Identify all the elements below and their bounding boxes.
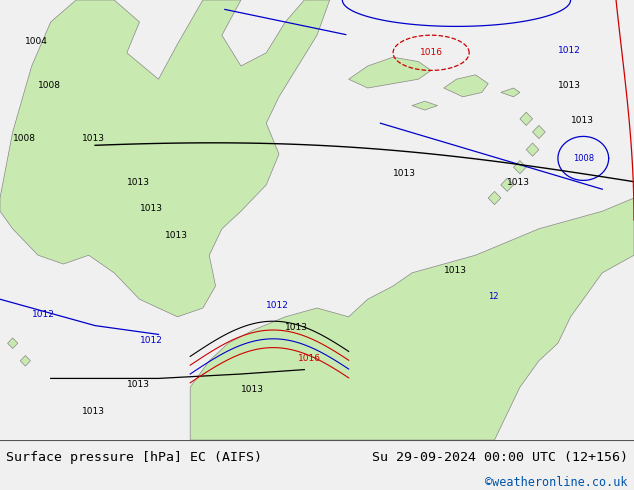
Text: 1008: 1008 [38, 81, 61, 90]
Text: 1012: 1012 [266, 301, 289, 310]
Text: 1013: 1013 [127, 380, 150, 389]
Text: 1013: 1013 [444, 266, 467, 275]
Text: 1016: 1016 [420, 49, 443, 57]
Text: 1012: 1012 [32, 310, 55, 319]
Text: 1013: 1013 [139, 204, 162, 213]
Text: 12: 12 [488, 292, 499, 301]
Text: 1013: 1013 [558, 81, 581, 90]
Text: 1004: 1004 [25, 37, 48, 46]
Text: 1013: 1013 [127, 178, 150, 187]
Text: 1013: 1013 [507, 178, 530, 187]
Text: 1008: 1008 [573, 154, 594, 163]
Text: 1013: 1013 [571, 116, 593, 125]
Text: 1013: 1013 [393, 169, 416, 178]
Text: 1013: 1013 [82, 407, 105, 416]
Text: 1013: 1013 [165, 231, 188, 240]
Text: 1013: 1013 [285, 323, 308, 332]
Text: 1016: 1016 [298, 354, 321, 363]
Text: ©weatheronline.co.uk: ©weatheronline.co.uk [485, 476, 628, 489]
Text: 1013: 1013 [82, 134, 105, 143]
Text: 1008: 1008 [13, 134, 36, 143]
Text: Su 29-09-2024 00:00 UTC (12+156): Su 29-09-2024 00:00 UTC (12+156) [372, 451, 628, 464]
Text: 1012: 1012 [558, 46, 581, 55]
Text: Surface pressure [hPa] EC (AIFS): Surface pressure [hPa] EC (AIFS) [6, 451, 262, 464]
Text: 1013: 1013 [241, 385, 264, 393]
Text: 1012: 1012 [139, 336, 162, 345]
